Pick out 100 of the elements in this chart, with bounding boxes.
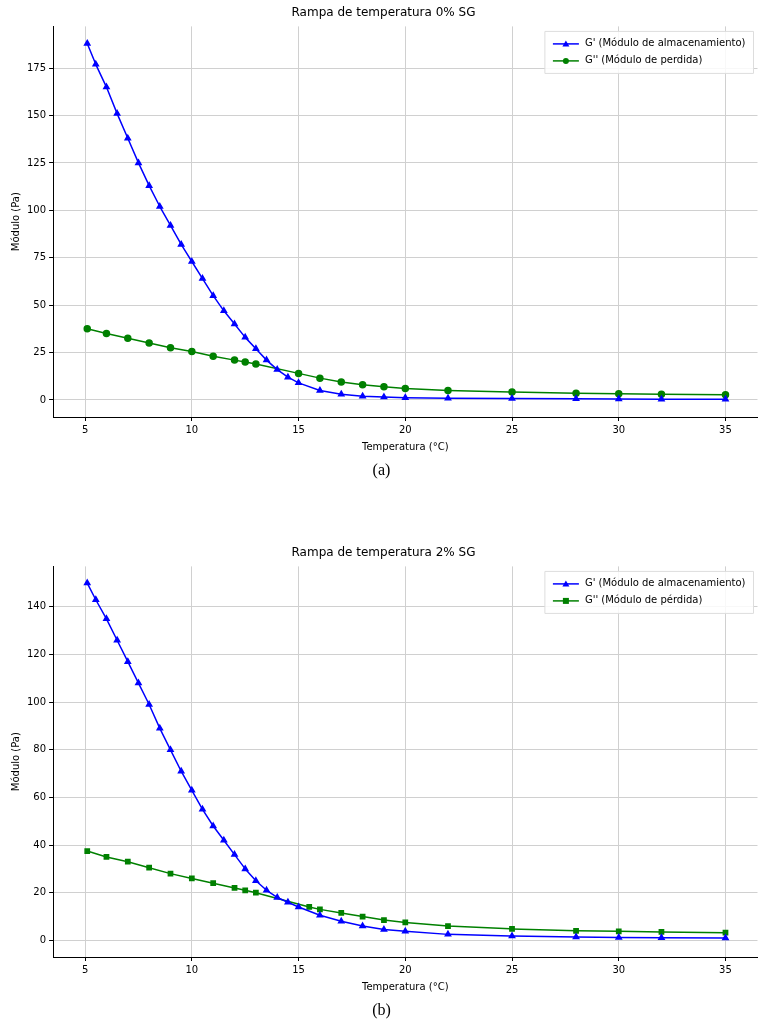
point [508, 932, 516, 939]
point [83, 579, 91, 586]
point [358, 381, 367, 389]
point [156, 724, 164, 731]
point [242, 887, 249, 894]
point [241, 358, 249, 366]
point [124, 134, 132, 141]
point [380, 393, 388, 400]
point [572, 933, 580, 940]
point [252, 360, 260, 368]
point [401, 384, 410, 393]
point [146, 864, 153, 871]
point [188, 347, 196, 356]
point [253, 889, 259, 896]
point [231, 885, 238, 891]
point [84, 848, 91, 854]
legend-label: G'' (Módulo de pérdida) [584, 594, 703, 606]
x-tick-label: 10 [185, 963, 199, 975]
x-tick-label: 5 [81, 963, 89, 975]
legend-label: G' (Módulo de almacenamiento) [584, 37, 746, 49]
point [102, 329, 111, 338]
chart-title: Rampa de temperatura 2% SG [291, 545, 476, 560]
point [306, 904, 313, 910]
y-tick-label: 0 [39, 933, 47, 945]
point [444, 386, 452, 395]
point [337, 917, 345, 924]
chart-title: Rampa de temperatura 0% SG [291, 5, 476, 20]
y-tick-label: 25 [33, 346, 47, 358]
point [263, 356, 270, 363]
x-tick-label: 5 [81, 423, 89, 435]
x-axis-title: Temperatura (°C) [361, 980, 449, 992]
y-tick-label: 60 [33, 791, 47, 803]
point [103, 83, 110, 90]
point [177, 240, 185, 247]
x-tick-label: 10 [185, 423, 199, 435]
point [113, 636, 121, 643]
point [135, 679, 142, 686]
point [444, 930, 452, 937]
point [295, 379, 302, 386]
point [658, 933, 665, 940]
point [316, 911, 324, 918]
point [124, 657, 132, 664]
point [508, 388, 516, 396]
point [241, 865, 249, 872]
point [359, 392, 366, 399]
point [199, 274, 206, 281]
y-tick-label: 100 [26, 695, 47, 707]
point [252, 877, 260, 884]
y-tick-label: 40 [33, 838, 47, 850]
y-tick-label: 140 [26, 600, 47, 612]
x-tick-label: 35 [719, 423, 732, 435]
point [167, 870, 174, 877]
point [273, 893, 281, 900]
point [220, 307, 228, 314]
point [92, 595, 100, 602]
x-tick-label: 20 [398, 963, 412, 975]
point [615, 928, 622, 935]
text: (b) [372, 1001, 391, 1018]
y-tick-label: 80 [33, 743, 47, 755]
point [220, 836, 228, 843]
point [145, 700, 153, 707]
point [188, 875, 195, 882]
point [83, 39, 91, 46]
y-tick-label: 120 [26, 648, 47, 660]
y-tick-label: 175 [26, 61, 47, 73]
point [210, 880, 217, 887]
point [103, 615, 110, 622]
x-tick-label: 20 [398, 423, 412, 435]
point [381, 917, 387, 923]
point [113, 109, 121, 116]
point [231, 850, 238, 857]
point [241, 333, 249, 340]
point [166, 344, 175, 352]
point [231, 320, 238, 327]
point [337, 378, 346, 386]
point [83, 325, 91, 333]
point [615, 933, 623, 940]
point [167, 221, 174, 228]
x-tick-label: 15 [292, 423, 305, 435]
x-tick-label: 15 [292, 963, 305, 975]
point [444, 394, 452, 401]
point [167, 746, 174, 753]
point [615, 395, 623, 402]
point [199, 805, 206, 812]
point [252, 344, 260, 351]
point [294, 369, 303, 378]
legend-label: G'' (Módulo de perdida) [584, 54, 703, 66]
point [573, 927, 579, 934]
point [509, 926, 515, 932]
point [722, 934, 729, 941]
point [92, 60, 100, 67]
point [209, 822, 217, 829]
x-tick-label: 25 [505, 963, 519, 975]
point [177, 767, 185, 774]
point [338, 910, 345, 916]
y-tick-label: 0 [39, 393, 47, 405]
point [295, 903, 302, 910]
point [103, 854, 110, 860]
point [145, 181, 153, 188]
point [316, 386, 324, 393]
